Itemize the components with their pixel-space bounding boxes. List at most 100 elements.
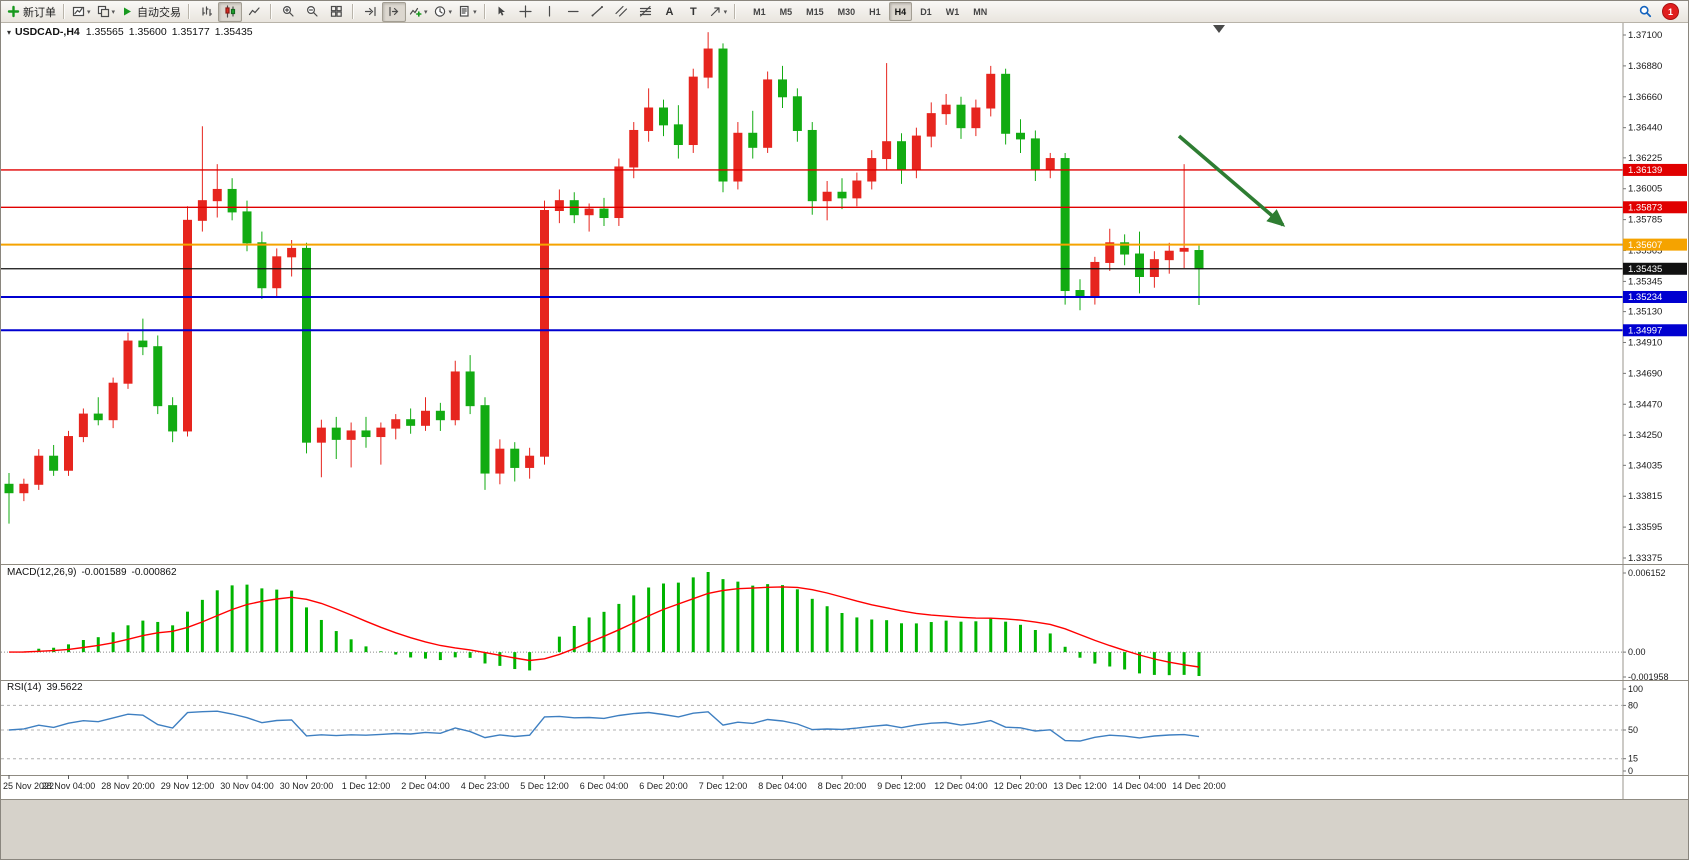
svg-text:1.36139: 1.36139	[1628, 165, 1662, 176]
candle	[242, 200, 252, 252]
candle	[123, 332, 133, 389]
time-axis-label: 13 Dec 12:00	[1053, 781, 1107, 791]
toolbar-buttons: 新订单 ▾ ▾ 自动交易 ▾ ▾ ▾ A T ▾	[4, 1, 740, 22]
rsi-axis-label: 50	[1628, 725, 1638, 735]
fibonacci-button[interactable]	[634, 2, 658, 22]
auto-trading-icon	[121, 5, 134, 18]
one-click-trading-toggle[interactable]: ▾	[7, 28, 12, 37]
candle	[316, 419, 326, 478]
time-axis-label: 14 Dec 20:00	[1172, 781, 1226, 791]
templates-button[interactable]: ▾	[455, 2, 480, 22]
label-icon: T	[687, 5, 700, 18]
text-button[interactable]: A	[658, 2, 682, 22]
candle	[272, 248, 282, 297]
notification-badge[interactable]: 1	[1662, 3, 1679, 20]
horizontal-line-button[interactable]	[562, 2, 586, 22]
timeframe-m5-button[interactable]: M5	[779, 6, 793, 17]
rsi-axis-label: 15	[1628, 754, 1638, 764]
timeframe-h1-button[interactable]: H1	[869, 6, 881, 17]
new-order-button[interactable]: 新订单	[4, 2, 59, 22]
svg-text:1.35873: 1.35873	[1628, 202, 1662, 213]
arrows-button[interactable]: ▾	[706, 2, 731, 22]
timeframe-h4-button[interactable]: H4	[888, 2, 913, 21]
timeframe-w1-button[interactable]: W1	[945, 6, 960, 17]
candle	[763, 71, 773, 153]
candle	[49, 444, 59, 476]
indicators-button[interactable]: ▾	[406, 2, 431, 22]
candle	[108, 377, 118, 429]
search-button[interactable]	[1633, 2, 1657, 22]
price-tag: 1.36139	[1623, 163, 1687, 176]
timeframe-m15-button[interactable]: M15	[806, 6, 824, 17]
timeframe-m30-button[interactable]: M30	[837, 6, 856, 17]
vertical-line-button[interactable]	[538, 2, 562, 22]
crosshair-icon	[519, 5, 532, 18]
line-chart-icon	[248, 5, 261, 18]
profiles-button[interactable]: ▾	[94, 2, 119, 22]
zoom-out-button[interactable]	[300, 2, 324, 22]
chart-shift-marker[interactable]	[1213, 25, 1225, 33]
svg-text:1.35234: 1.35234	[1628, 292, 1662, 303]
chevron-down-icon: ▾	[448, 8, 453, 16]
candle	[540, 200, 549, 465]
channel-icon	[615, 5, 628, 18]
candle	[406, 408, 416, 434]
periods-button[interactable]: ▾	[431, 2, 456, 22]
price-axis-label: 1.34690	[1628, 368, 1662, 379]
timeframe-mn-button[interactable]: MN	[973, 6, 988, 17]
candle	[629, 122, 639, 179]
price-axis-label: 1.35345	[1628, 276, 1662, 287]
candle	[792, 88, 802, 142]
time-axis-label: 8 Dec 04:00	[758, 781, 807, 791]
candlestick-icon	[224, 5, 237, 18]
time-axis-label: 6 Dec 20:00	[639, 781, 688, 791]
trend-arrow-annotation[interactable]	[1177, 134, 1286, 227]
candle	[34, 449, 44, 490]
label-button[interactable]: T	[682, 2, 706, 22]
tile-windows-icon	[330, 5, 343, 18]
candlestick-button[interactable]	[218, 1, 243, 22]
candles-layer	[4, 32, 1204, 524]
toolbar-separator	[188, 4, 191, 19]
new-chart-button[interactable]: ▾	[69, 2, 94, 22]
line-chart-button[interactable]	[242, 2, 266, 22]
fibonacci-icon	[639, 5, 652, 18]
candle	[778, 65, 787, 109]
new-order-icon	[7, 5, 20, 18]
timeframe-m1-button[interactable]: M1	[753, 6, 766, 17]
cursor-button[interactable]	[490, 2, 514, 22]
candle	[986, 65, 996, 117]
trendline-button[interactable]	[586, 2, 610, 22]
channel-button[interactable]	[610, 2, 634, 22]
candle	[1179, 164, 1189, 269]
candle	[227, 178, 237, 221]
bar-chart-button[interactable]	[194, 2, 218, 22]
auto-trading-button[interactable]: 自动交易	[118, 2, 184, 22]
zoom-in-button[interactable]	[276, 2, 300, 22]
price-axis-label: 1.37100	[1628, 30, 1662, 41]
chevron-down-icon: ▾	[723, 8, 728, 16]
auto-scroll-icon	[364, 5, 377, 18]
time-axis-label: 12 Dec 20:00	[994, 781, 1048, 791]
candle	[183, 206, 192, 437]
candle	[302, 242, 311, 454]
chart-shift-button[interactable]	[382, 1, 407, 22]
candle	[287, 239, 297, 277]
crosshair-button[interactable]	[514, 2, 538, 22]
time-axis-label: 14 Dec 04:00	[1113, 781, 1167, 791]
candle	[1105, 228, 1115, 271]
time-axis-label: 4 Dec 23:00	[461, 781, 510, 791]
macd-axis-label: 0.006152	[1628, 568, 1666, 578]
price-axis-label: 1.34035	[1628, 460, 1662, 471]
price-tag: 1.35435	[1623, 262, 1687, 275]
price-axis-label: 1.35565	[1628, 246, 1662, 257]
candle	[450, 360, 460, 426]
candle	[64, 430, 73, 476]
candle	[480, 397, 490, 490]
chart-canvas[interactable]: 1.37100 1.36880 1.36660 1.36440 1.36225 1.360…	[1, 23, 1689, 860]
auto-scroll-button[interactable]	[358, 2, 382, 22]
tile-windows-button[interactable]	[324, 2, 348, 22]
macd-axis-label: 0.00	[1628, 647, 1646, 657]
timeframe-d1-button[interactable]: D1	[920, 6, 932, 17]
